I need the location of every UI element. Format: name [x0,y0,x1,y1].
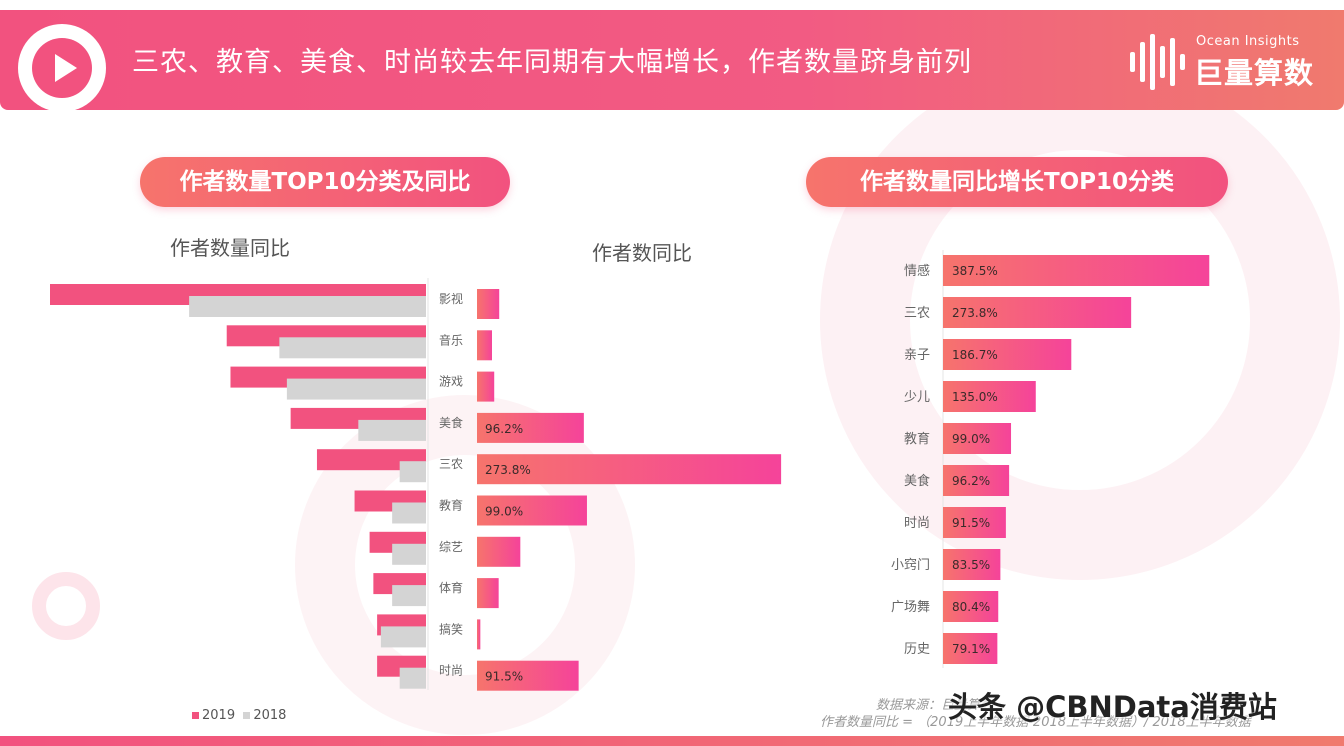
left-section-pill: 作者数量TOP10分类及同比 [140,157,510,207]
bar-2018 [392,543,426,565]
category-label: 时尚 [439,664,463,678]
yoy-data-label: 91.5% [485,670,523,684]
data-source: 数据来源：巨量算数 [876,698,994,713]
bar-2018 [279,337,426,359]
growth-bar [943,591,999,622]
bar-2018 [358,419,426,441]
brand-english-name: Ocean Insights [1196,34,1300,49]
header-banner: 三农、教育、美食、时尚较去年同期有大幅增长，作者数量跻身前列 Ocean Ins… [0,10,1344,112]
yoy-bar [477,536,521,567]
yoy-bar [477,495,587,526]
yoy-data-label: 273.8% [485,463,531,477]
yoy-bar [477,330,492,361]
brand-chinese-name: 巨量算数 [1194,56,1315,90]
bar-2018 [399,667,426,689]
play-icon [32,38,92,98]
yoy-data-label: 99.0% [485,505,523,519]
bar-2018 [392,502,426,524]
yoy-bar [477,412,584,443]
legend-swatch-2018 [243,712,251,719]
category-label: 教育 [439,498,463,513]
growth-bar [943,507,1006,538]
yoy-bar [477,619,481,650]
growth-category-label: 情感 [904,263,930,279]
growth-category-label: 时尚 [904,516,930,531]
category-label: 音乐 [439,332,463,347]
growth-category-label: 小窍门 [891,557,930,573]
category-label: 搞笑 [439,621,463,636]
growth-bar [943,297,1132,328]
growth-category-label: 历史 [904,642,930,657]
growth-data-label: 79.1% [952,642,990,656]
formula-note: 作者数量同比 = （2019上半年数据-2018上半年数据）/ 2018上半年数… [820,715,1251,730]
bar-2018 [399,461,426,483]
growth-category-label: 教育 [904,431,930,447]
yoy-bar [477,454,782,485]
page-title: 三农、教育、美食、时尚较去年同期有大幅增长，作者数量跻身前列 [132,47,972,78]
growth-data-label: 387.5% [952,264,998,278]
bar-2018 [189,296,426,317]
bar-2018 [380,626,426,648]
growth-data-label: 273.8% [952,306,998,320]
growth-data-label: 186.7% [952,348,998,362]
growth-data-label: 99.0% [952,432,990,446]
growth-category-label: 亲子 [904,348,930,363]
yoy-bar [477,371,495,402]
growth-bar [943,339,1072,370]
yoy-data-label: 96.2% [485,422,523,436]
brand-bars-icon [1130,34,1185,90]
growth-data-label: 91.5% [952,516,990,530]
growth-bar [943,423,1012,454]
growth-category-label: 三农 [904,306,930,321]
right-section-pill: 作者数量同比增长TOP10分类 [806,157,1228,207]
yoy-bar [477,578,499,609]
middle-chart-label: 作者数同比 [592,241,692,265]
legend-label-2018: 2018 [253,708,287,723]
category-label: 综艺 [439,540,463,554]
growth-bar [943,633,998,664]
chart-legend: 2019 2018 [192,708,286,723]
left-chart-label: 作者数量同比 [170,236,290,260]
growth-bar [943,549,1001,580]
top10-growth-chart: 387.5% 情感 273.8% 三农 186.7% 亲子 135.0% 少儿 99.0% 教育 9… [891,250,1210,668]
category-label: 游戏 [439,375,463,389]
category-label: 体育 [439,580,463,595]
category-label: 美食 [439,415,463,430]
brand-logo: Ocean Insights 巨量算数 [1128,32,1328,96]
growth-bar [943,465,1010,496]
category-label: 影视 [439,291,463,306]
growth-data-label: 96.2% [952,474,990,488]
bar-2019 [316,449,426,471]
yoy-growth-chart: 96.2% 273.8% 99.0% 91.5% [477,289,782,691]
app-logo [18,24,106,112]
growth-data-label: 83.5% [952,558,990,572]
growth-bar [943,381,1036,412]
yoy-bar [477,660,579,691]
legend-swatch-2019 [192,712,199,719]
category-label: 三农 [439,457,463,471]
watermark: 头条 @CBNData消费站 [948,690,1277,724]
legend-label-2019: 2019 [202,708,236,723]
growth-data-label: 80.4% [952,600,990,614]
growth-category-label: 美食 [904,473,930,489]
yoy-bar [477,289,500,319]
bottom-bar [0,736,1344,746]
bar-2018 [392,585,426,607]
growth-bar [943,255,1210,286]
growth-category-label: 广场舞 [891,600,930,615]
bar-2018 [286,378,426,400]
growth-data-label: 135.0% [952,390,998,404]
growth-category-label: 少儿 [904,390,930,405]
